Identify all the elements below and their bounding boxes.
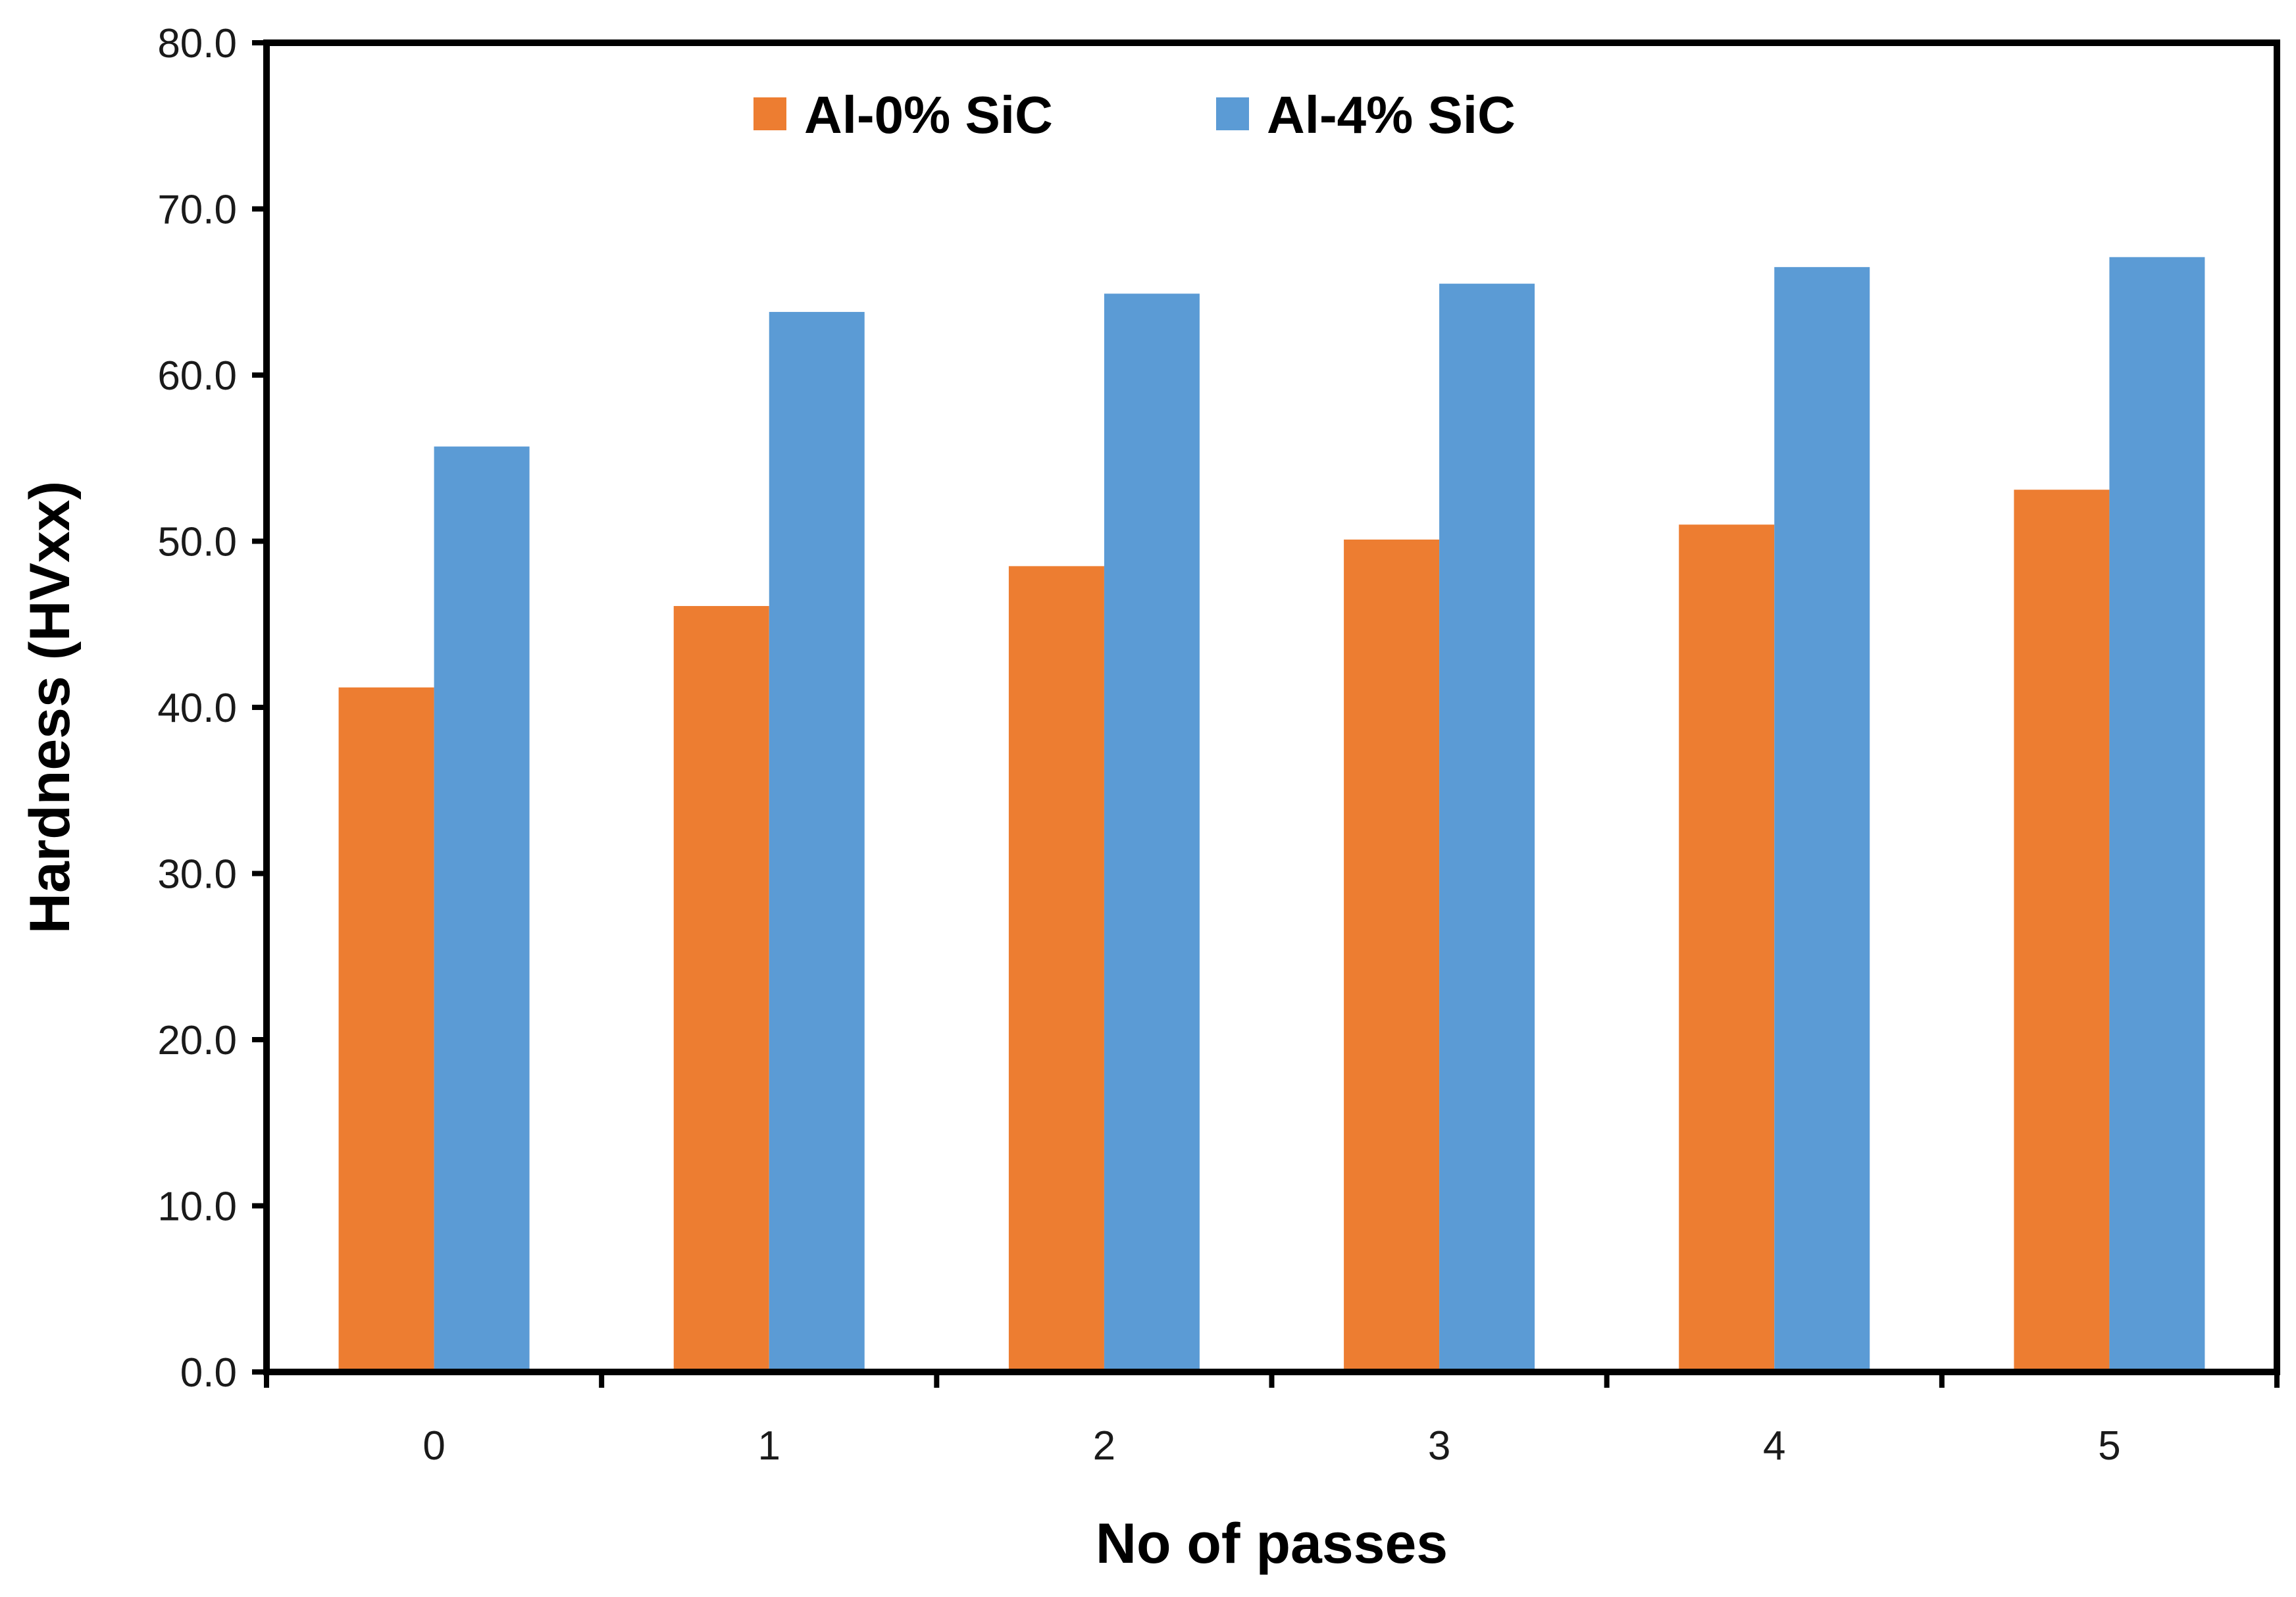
bar-al-0-sic-pass-5	[2014, 490, 2110, 1372]
y-tick-label: 30.0	[157, 852, 237, 898]
bar-al-4-sic-pass-4	[1774, 266, 1870, 1372]
x-axis-ticks: 0 1 2 3 4 5	[264, 1372, 2280, 1469]
x-tick-label: 2	[1093, 1423, 1115, 1469]
bar-al-4-sic-pass-3	[1439, 284, 1535, 1372]
bar-al-0-sic-pass-4	[1679, 524, 1775, 1372]
bar-al-0-sic-pass-1	[673, 605, 769, 1372]
y-tick-label: 20.0	[157, 1018, 237, 1063]
y-tick-label: 0.0	[180, 1350, 237, 1396]
legend-label-al-0-sic: Al-0% SiC	[804, 86, 1053, 144]
bars-group	[338, 257, 2205, 1373]
bar-al-0-sic-pass-0	[338, 687, 434, 1372]
legend-label-al-4-sic: Al-4% SiC	[1267, 86, 1516, 144]
x-tick-label: 0	[422, 1423, 445, 1469]
x-tick-label: 3	[1428, 1423, 1450, 1469]
y-tick-label: 60.0	[157, 353, 237, 399]
bar-al-4-sic-pass-2	[1104, 293, 1200, 1372]
x-axis-title: No of passes	[1096, 1512, 1448, 1575]
y-tick-label: 40.0	[157, 686, 237, 731]
bar-al-4-sic-pass-1	[769, 312, 865, 1372]
legend-swatch-al-4-sic	[1216, 97, 1249, 130]
bar-al-0-sic-pass-3	[1344, 539, 1440, 1372]
y-axis-title: Hardness (HVxx)	[18, 481, 82, 934]
plot-frame	[263, 39, 2280, 1375]
y-tick-label: 50.0	[157, 520, 237, 565]
x-tick-label: 4	[1763, 1423, 1785, 1469]
bar-al-4-sic-pass-5	[2109, 257, 2205, 1373]
bar-al-0-sic-pass-2	[1008, 566, 1104, 1372]
y-tick-label: 80.0	[157, 21, 237, 66]
legend-swatch-al-0-sic	[753, 97, 786, 130]
y-tick-label: 10.0	[157, 1184, 237, 1230]
x-tick-label: 1	[758, 1423, 780, 1469]
x-tick-label: 5	[2098, 1423, 2120, 1469]
bar-al-4-sic-pass-0	[434, 446, 530, 1373]
legend: Al-0% SiC Al-4% SiC	[753, 86, 1516, 144]
y-axis-ticks: 0.0 10.0 20.0 30.0 40.0 50.0 60.0 70.0 80.0	[157, 21, 267, 1396]
y-tick-label: 70.0	[157, 188, 237, 233]
